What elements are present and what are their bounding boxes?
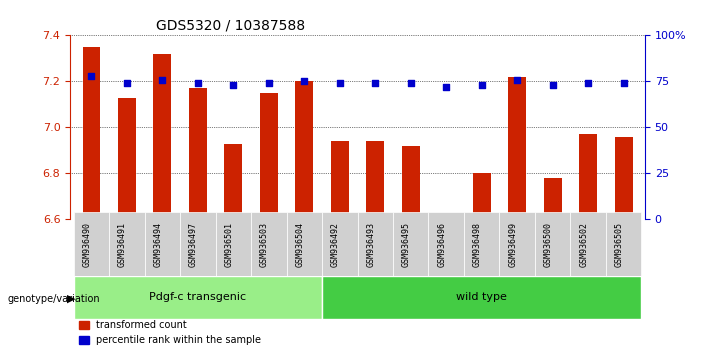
Bar — [154, 54, 171, 219]
Text: GSM936499: GSM936499 — [508, 222, 517, 267]
Point — [334, 80, 346, 86]
Bar — [544, 178, 562, 219]
Text: GSM936505: GSM936505 — [615, 222, 624, 267]
Text: genotype/variation: genotype/variation — [7, 294, 100, 304]
Text: GSM936494: GSM936494 — [154, 222, 163, 267]
Bar — [393, 212, 428, 276]
Bar — [508, 77, 526, 219]
Text: GSM936492: GSM936492 — [331, 222, 340, 267]
Text: GSM936502: GSM936502 — [579, 222, 588, 267]
Text: GSM936490: GSM936490 — [83, 222, 91, 267]
Point — [583, 80, 594, 86]
Text: GSM936498: GSM936498 — [472, 222, 482, 267]
Bar — [74, 276, 322, 319]
Bar — [571, 212, 606, 276]
Point — [192, 80, 203, 86]
Text: GSM936493: GSM936493 — [366, 222, 375, 267]
Bar — [322, 212, 358, 276]
Point — [228, 82, 239, 88]
Point — [157, 77, 168, 82]
Bar — [109, 212, 144, 276]
Bar — [251, 212, 287, 276]
Bar — [322, 276, 641, 319]
Bar — [287, 212, 322, 276]
Bar — [74, 212, 109, 276]
Point — [512, 77, 523, 82]
Text: GSM936491: GSM936491 — [118, 222, 127, 267]
Text: GSM936496: GSM936496 — [437, 222, 447, 267]
Text: GSM936501: GSM936501 — [224, 222, 233, 267]
Bar — [331, 141, 348, 219]
Text: ▶: ▶ — [67, 294, 75, 304]
Text: GSM936503: GSM936503 — [260, 222, 268, 267]
Bar — [260, 93, 278, 219]
Bar — [464, 212, 499, 276]
Bar — [144, 212, 180, 276]
Bar — [216, 212, 251, 276]
Bar — [358, 212, 393, 276]
Legend: transformed count, percentile rank within the sample: transformed count, percentile rank withi… — [75, 316, 265, 349]
Bar — [224, 144, 242, 219]
Point — [441, 84, 452, 90]
Bar — [118, 98, 136, 219]
Bar — [83, 47, 100, 219]
Point — [86, 73, 97, 79]
Bar — [615, 137, 632, 219]
Bar — [437, 212, 455, 219]
Bar — [402, 146, 420, 219]
Point — [369, 80, 381, 86]
Text: GSM936504: GSM936504 — [295, 222, 304, 267]
Point — [263, 80, 274, 86]
Bar — [189, 88, 207, 219]
Bar — [473, 173, 491, 219]
Text: GSM936500: GSM936500 — [544, 222, 552, 267]
Point — [618, 80, 629, 86]
Bar — [606, 212, 641, 276]
Bar — [579, 135, 597, 219]
Text: Pdgf-c transgenic: Pdgf-c transgenic — [149, 292, 246, 302]
Text: wild type: wild type — [456, 292, 507, 302]
Point — [547, 82, 558, 88]
Text: GDS5320 / 10387588: GDS5320 / 10387588 — [156, 19, 306, 33]
Bar — [367, 141, 384, 219]
Point — [299, 79, 310, 84]
Bar — [295, 81, 313, 219]
Bar — [499, 212, 535, 276]
Point — [121, 80, 132, 86]
Point — [476, 82, 487, 88]
Text: GSM936497: GSM936497 — [189, 222, 198, 267]
Bar — [428, 212, 464, 276]
Text: GSM936495: GSM936495 — [402, 222, 411, 267]
Bar — [180, 212, 216, 276]
Point — [405, 80, 416, 86]
Bar — [535, 212, 571, 276]
